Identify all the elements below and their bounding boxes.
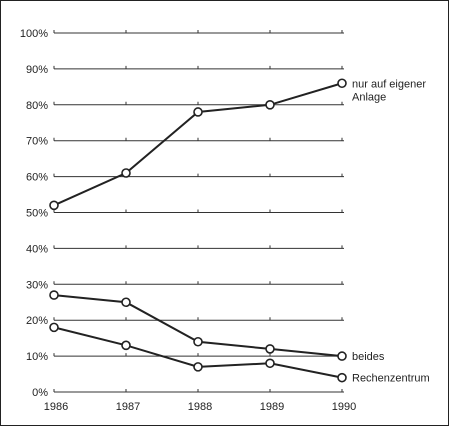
series-point [193,362,203,372]
y-tick-label: 40% [26,243,48,255]
y-tick-label: 10% [26,351,48,363]
series-label: Anlage [352,91,386,103]
y-tick-label: 90% [26,64,48,76]
x-tick-label: 1990 [332,401,356,413]
series-point [337,351,347,361]
series-label: nur auf eigener [352,78,426,90]
series-label: Rechenzentrum [352,373,430,385]
series-point [337,372,347,383]
series-point [265,344,275,354]
series-point [193,107,203,117]
x-tick-label: 1986 [44,401,68,413]
y-tick-label: 20% [26,315,48,327]
series-line-1 [53,294,343,358]
x-tick-label: 1988 [188,401,212,413]
y-tick-label: 70% [26,136,48,148]
series-point [121,340,131,351]
y-tick-label: 60% [26,172,48,184]
y-tick-label: 30% [26,279,48,291]
series-point [49,290,59,300]
series-point [49,322,59,333]
series-point [265,358,275,369]
y-tick-label: 80% [26,100,48,112]
series-point [265,100,275,110]
series-label: beides [352,351,385,363]
x-tick-label: 1989 [260,401,284,413]
series-point [121,168,131,178]
y-tick-label: 0% [32,387,48,399]
x-tick-label: 1987 [116,401,140,413]
series-point [193,336,203,347]
y-tick-label: 100% [20,28,48,40]
series-point [121,297,131,308]
series-point [337,78,347,89]
series-line-0 [53,82,343,207]
series-point [49,200,59,211]
y-tick-label: 50% [26,208,48,220]
